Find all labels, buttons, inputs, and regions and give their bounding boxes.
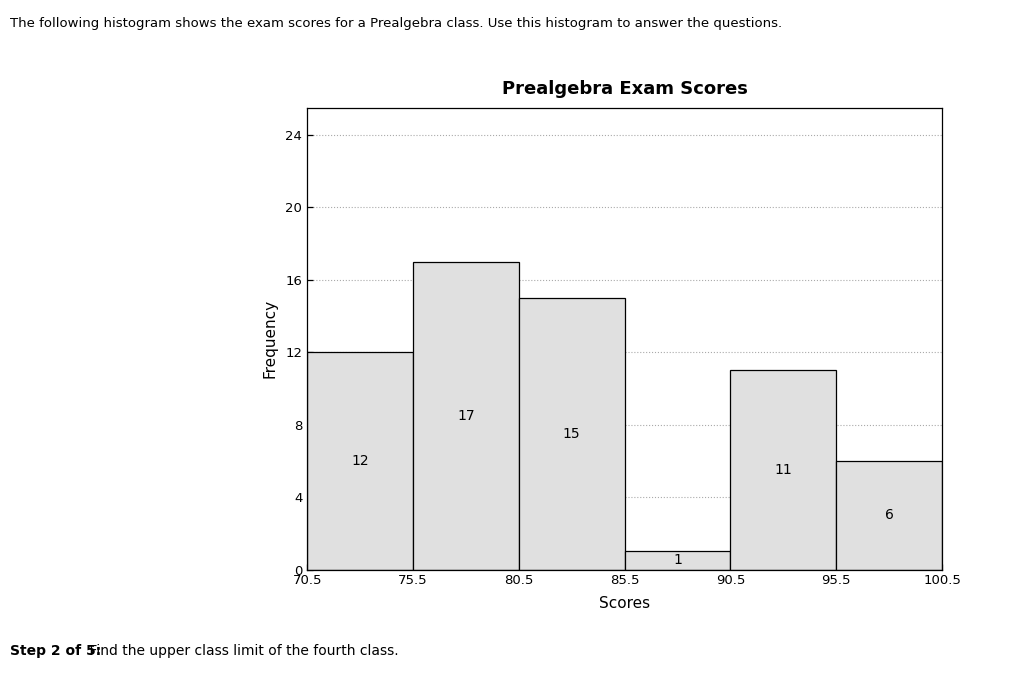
- Text: The following histogram shows the exam scores for a Prealgebra class. Use this h: The following histogram shows the exam s…: [10, 17, 782, 30]
- Y-axis label: Frequency: Frequency: [262, 299, 278, 378]
- Text: 6: 6: [885, 508, 894, 522]
- Text: 1: 1: [673, 553, 682, 568]
- Title: Prealgebra Exam Scores: Prealgebra Exam Scores: [502, 80, 748, 98]
- Text: 12: 12: [351, 454, 369, 468]
- Text: 17: 17: [457, 408, 475, 423]
- Text: Step 2 of 5:: Step 2 of 5:: [10, 644, 101, 658]
- Bar: [413, 262, 519, 570]
- Text: 15: 15: [563, 427, 581, 441]
- X-axis label: Scores: Scores: [599, 596, 650, 611]
- Bar: [837, 461, 942, 570]
- Text: Find the upper class limit of the fourth class.: Find the upper class limit of the fourth…: [85, 644, 398, 658]
- Text: 11: 11: [774, 463, 793, 477]
- Bar: [730, 371, 837, 570]
- Bar: [625, 551, 730, 570]
- Bar: [307, 353, 413, 570]
- Bar: [519, 298, 625, 570]
